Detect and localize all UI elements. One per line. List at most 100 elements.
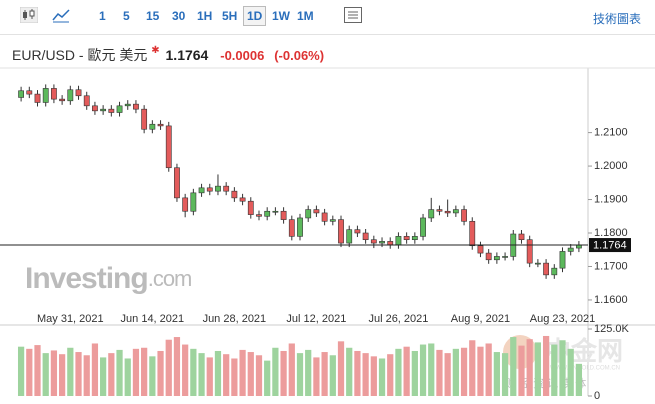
candle-body xyxy=(297,217,303,237)
candle-body xyxy=(100,108,107,112)
candle-body xyxy=(149,123,156,130)
volume-bar xyxy=(346,347,353,396)
volume-bar xyxy=(50,350,58,396)
candle-icon[interactable] xyxy=(20,7,38,23)
candle-body xyxy=(215,185,221,192)
candle-body xyxy=(428,209,435,219)
x-tick-label: Jun 14, 2021 xyxy=(121,313,185,325)
volume-bar xyxy=(296,353,304,396)
candle-body xyxy=(141,108,148,130)
volume-bar xyxy=(305,349,312,396)
last-price-tag xyxy=(589,238,631,253)
watermark-brand: Investing xyxy=(25,262,148,295)
candle-body xyxy=(51,88,57,100)
candle-body xyxy=(493,256,500,261)
candle-body xyxy=(526,239,533,264)
volume-bar xyxy=(387,354,394,396)
candle-body xyxy=(354,229,361,234)
volume-bar xyxy=(559,340,566,396)
volume-bar xyxy=(108,353,115,396)
cn-url: WWW.CNGOLD.COM.CN xyxy=(550,366,620,372)
x-tick-label: Aug 23, 2021 xyxy=(530,313,595,325)
cn-logo xyxy=(503,335,537,369)
candle-body xyxy=(420,217,426,237)
interval-button[interactable]: 1M xyxy=(297,9,314,23)
technical-chart-link[interactable]: 技術圖表 xyxy=(592,12,641,26)
change-pct: (-0.06%) xyxy=(274,48,325,63)
volume-bar xyxy=(411,350,418,396)
volume-tick-label: 125.0K xyxy=(594,323,630,335)
y-tick-label: 1.2000 xyxy=(594,160,628,172)
watermark: Investing.com xyxy=(25,262,191,295)
candle-body xyxy=(543,262,549,276)
candle-body xyxy=(518,233,525,241)
candle-body xyxy=(444,210,451,214)
volume-bar xyxy=(91,343,99,396)
interval-button[interactable]: 30 xyxy=(172,9,186,23)
volume-bar xyxy=(34,345,41,396)
candle-body xyxy=(436,209,443,212)
candle-body xyxy=(280,210,287,220)
volume-bar xyxy=(526,339,533,396)
volume-bar xyxy=(370,356,377,396)
volume-bar xyxy=(354,350,361,396)
volume-bar xyxy=(42,353,49,396)
header: EUR/USD - 歐元 美元 ✱ 1.1764 -0.0006 (-0.06%… xyxy=(12,45,324,65)
candle-body xyxy=(133,103,139,110)
volume-bar xyxy=(288,343,295,396)
volume-bar xyxy=(378,358,386,396)
candle-body xyxy=(124,103,131,107)
candle-body xyxy=(198,187,205,194)
volume-bar xyxy=(255,355,263,396)
interval-button[interactable]: 1W xyxy=(272,9,290,23)
cn-tagline: 财 经 资 讯 媒 体 xyxy=(505,376,586,390)
candle-body xyxy=(469,220,476,247)
interval-button[interactable]: 1D xyxy=(243,6,267,26)
volume-bar xyxy=(75,352,82,396)
x-tick-label: May 31, 2021 xyxy=(37,313,104,325)
price: 1.1764 xyxy=(165,47,209,63)
volume-bar xyxy=(485,343,492,396)
volume-bar xyxy=(83,355,90,396)
candle-body xyxy=(379,241,385,244)
interval-button[interactable]: 1 xyxy=(99,9,106,23)
volume-bar xyxy=(362,353,369,396)
candle-body xyxy=(18,90,25,98)
candle-body xyxy=(116,105,123,113)
volume-bar xyxy=(493,352,500,396)
candle-body xyxy=(313,209,320,214)
candle-body xyxy=(108,108,115,113)
candle-body xyxy=(247,200,254,215)
candle-body xyxy=(510,233,517,257)
interval-button[interactable]: 5 xyxy=(123,9,130,23)
volume-bar xyxy=(329,355,336,396)
candle-body xyxy=(403,236,410,241)
symbol: EUR/USD - 歐元 美元 xyxy=(12,47,148,63)
volume-bar xyxy=(272,347,279,396)
volume-bar xyxy=(165,339,172,396)
candle-body xyxy=(502,256,508,258)
volume-bar xyxy=(280,350,287,396)
volume-bar xyxy=(100,357,107,396)
candle-body xyxy=(223,185,230,192)
candle-body xyxy=(559,251,566,269)
volume-bar xyxy=(436,349,443,396)
volume-bar xyxy=(116,349,123,396)
candle-body xyxy=(67,89,74,102)
volume-bar xyxy=(567,348,574,396)
volume-tick-label: 0 xyxy=(594,390,600,402)
interval-button[interactable]: 15 xyxy=(146,9,160,23)
interval-button[interactable]: 1H xyxy=(197,9,213,23)
volume-bar xyxy=(223,354,230,396)
candle-body xyxy=(239,197,246,202)
candle-body xyxy=(395,236,402,246)
settings-icon[interactable] xyxy=(344,7,362,23)
interval-button[interactable]: 5H xyxy=(222,9,238,23)
volume-bar xyxy=(444,353,451,396)
candle-body xyxy=(461,209,467,222)
line-icon[interactable] xyxy=(52,7,70,23)
volume-bar xyxy=(231,358,238,396)
volume-bar xyxy=(510,337,517,396)
volume-bar xyxy=(518,345,525,396)
x-tick-label: Jul 12, 2021 xyxy=(286,313,346,325)
